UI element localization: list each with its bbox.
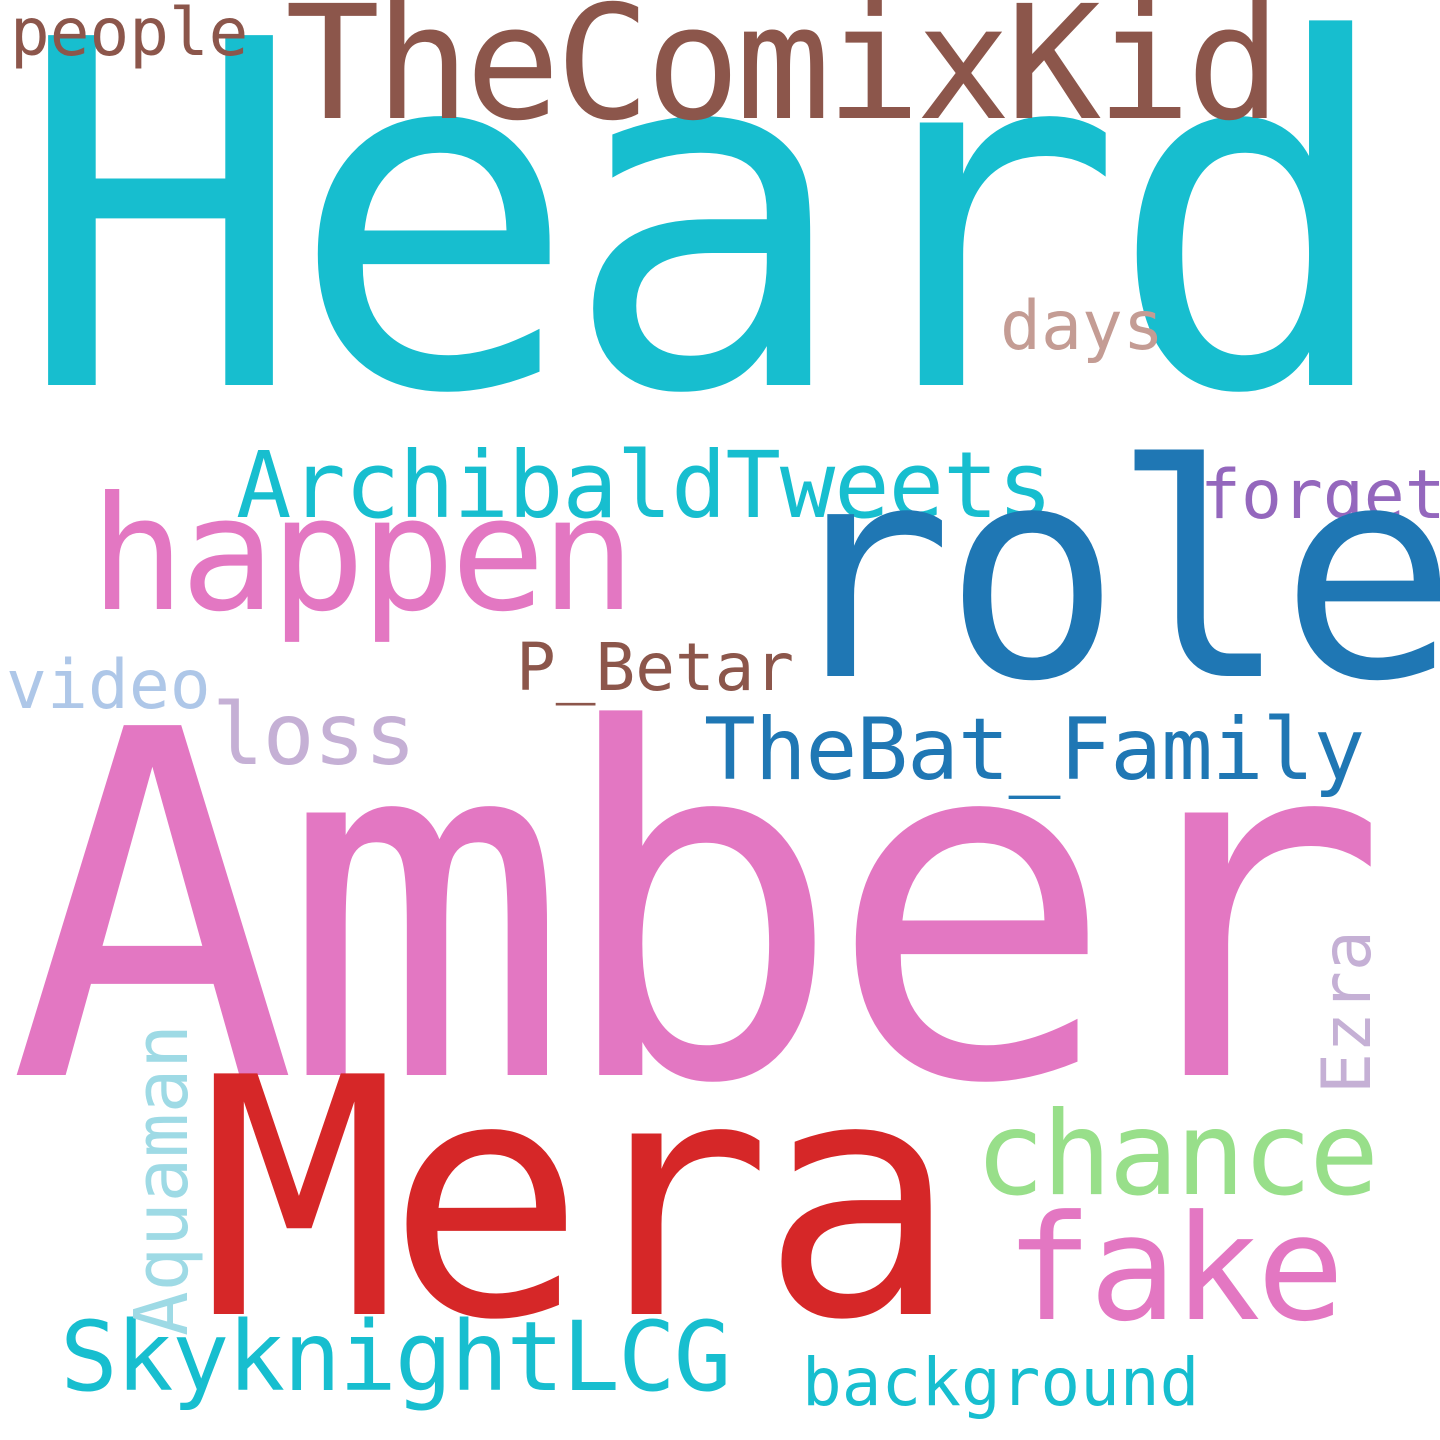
word-heard: Heard <box>16 0 1397 499</box>
word-chance: chance <box>975 1087 1379 1222</box>
word-aquaman: Aquaman <box>119 1024 205 1336</box>
word-mera: Mera <box>200 1008 959 1392</box>
word-forget: forget <box>1200 456 1440 535</box>
word-people: people <box>10 0 249 71</box>
word-video: video <box>6 646 211 725</box>
word-thecomixkid: TheComixKid <box>285 0 1281 156</box>
word-thebat-family: TheBat_Family <box>704 700 1365 800</box>
word-amber: Amber <box>8 630 1389 1189</box>
word-days: days <box>1000 287 1164 366</box>
word-skyknightlcg: SkyknightLCG <box>60 1301 732 1413</box>
word-loss: loss <box>212 685 416 785</box>
word-background: background <box>802 1344 1200 1421</box>
word-role: role <box>775 401 1440 746</box>
word-archibaldtweets: ArchibaldTweets <box>236 432 1053 539</box>
word-fake: fake <box>1005 1184 1345 1354</box>
word-p-betar: P_Betar <box>516 629 795 706</box>
word-ezra: Ezra <box>1308 930 1387 1094</box>
word-happen: happen <box>90 463 636 647</box>
